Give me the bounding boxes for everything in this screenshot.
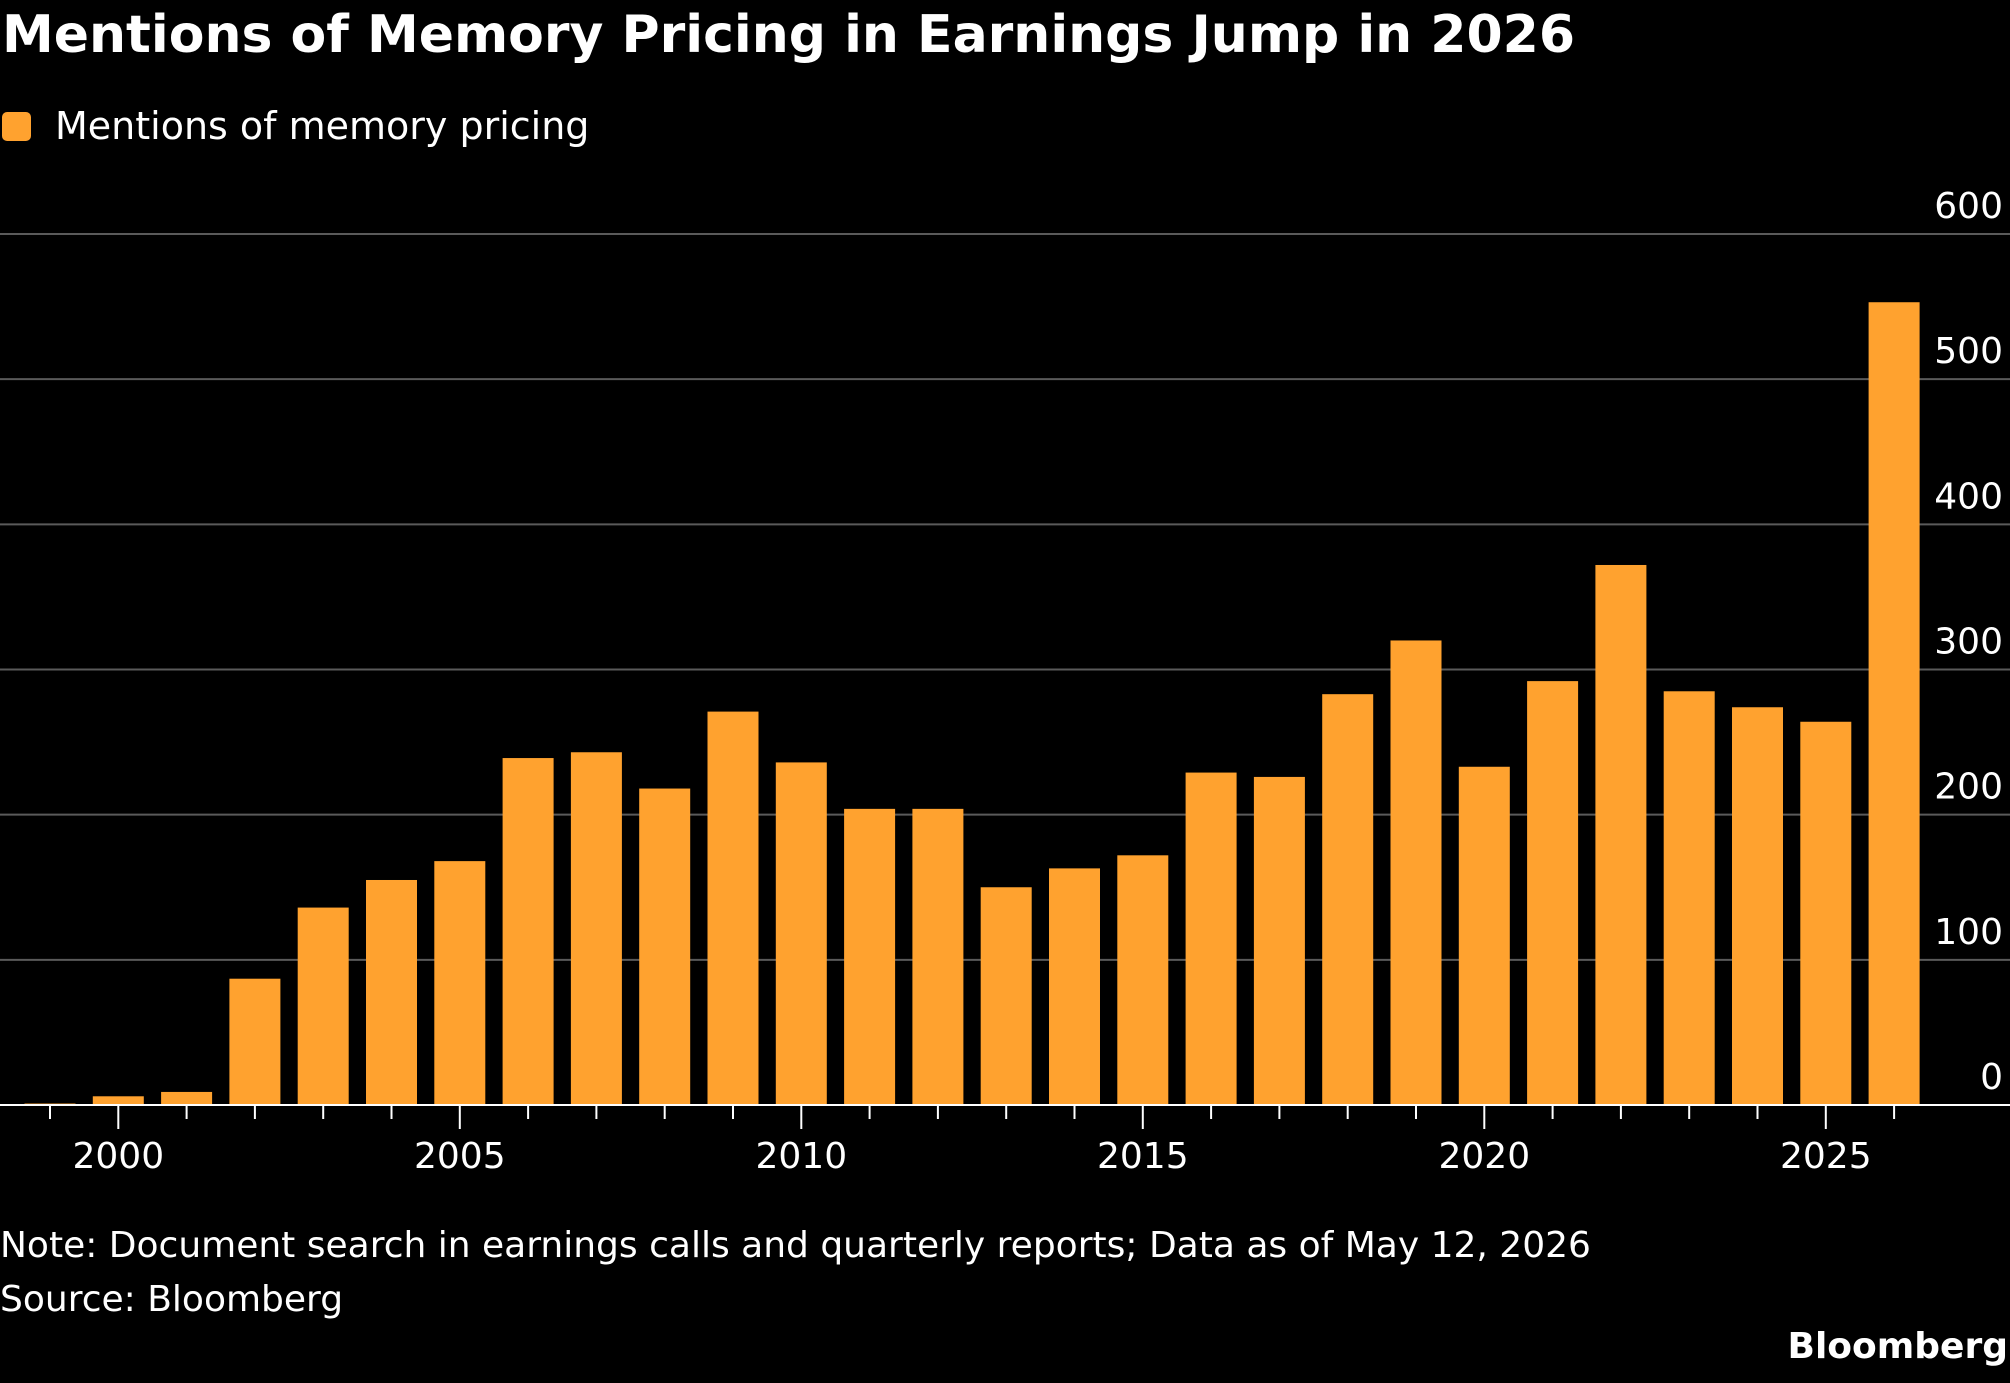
legend-swatch <box>2 111 31 141</box>
chart-title: Mentions of Memory Pricing in Earnings J… <box>2 5 1575 65</box>
bar-2009 <box>707 711 759 1105</box>
bar-2026 <box>1868 302 1920 1105</box>
x-tick-label: 2005 <box>414 1136 506 1177</box>
y-tick-label: 500 <box>1934 331 2003 372</box>
bar-2025 <box>1800 721 1852 1105</box>
x-tick-label: 2010 <box>755 1136 847 1177</box>
bar-2011 <box>844 808 896 1105</box>
chart-note: Note: Document search in earnings calls … <box>0 1225 1591 1266</box>
y-tick-label: 0 <box>1980 1057 2003 1098</box>
x-tick-label: 2025 <box>1780 1136 1872 1177</box>
y-axis-labels: 0 100 200 300 400 500 600 <box>1934 186 2003 1098</box>
bar-2002 <box>229 978 281 1105</box>
bar-2018 <box>1322 694 1374 1105</box>
x-axis <box>0 1104 2010 1129</box>
x-tick-label: 2015 <box>1097 1136 1189 1177</box>
bar-2008 <box>639 788 691 1105</box>
chart-source: Source: Bloomberg <box>0 1279 344 1320</box>
bar-2010 <box>775 762 827 1105</box>
x-tick-label: 2020 <box>1438 1136 1530 1177</box>
bloomberg-logo: Bloomberg <box>1787 1326 2008 1367</box>
bar-2001 <box>161 1091 213 1105</box>
y-tick-label: 400 <box>1934 476 2003 517</box>
bar-2024 <box>1732 707 1783 1105</box>
y-tick-label: 100 <box>1934 912 2003 953</box>
bar-2005 <box>434 861 486 1105</box>
bar-2013 <box>980 887 1032 1105</box>
bars <box>24 302 1920 1105</box>
y-tick-label: 200 <box>1934 767 2003 808</box>
bar-2015 <box>1117 855 1169 1105</box>
y-tick-label: 300 <box>1934 622 2003 663</box>
bar-2021 <box>1527 681 1579 1105</box>
bar-2003 <box>297 907 349 1105</box>
bar-2023 <box>1663 691 1715 1105</box>
bar-2016 <box>1185 772 1237 1105</box>
bar-2000 <box>92 1096 144 1105</box>
bar-2014 <box>1049 868 1100 1105</box>
x-tick-label: 2000 <box>72 1136 164 1177</box>
legend: Mentions of memory pricing <box>2 102 589 150</box>
bar-2012 <box>912 808 964 1105</box>
bar-2022 <box>1595 564 1647 1105</box>
y-tick-label: 600 <box>1934 186 2003 227</box>
legend-label: Mentions of memory pricing <box>55 104 590 148</box>
bar-2020 <box>1458 766 1510 1105</box>
bar-2006 <box>502 758 554 1105</box>
bar-2019 <box>1390 640 1442 1105</box>
x-axis-labels: 2000 2005 2010 2015 2020 2025 <box>72 1136 1871 1177</box>
bar-chart: 0 100 200 300 400 500 600 2000 2005 2010 2015 2020… <box>0 186 2010 1177</box>
bar-2017 <box>1253 776 1305 1105</box>
bar-2004 <box>366 879 417 1105</box>
bar-2007 <box>570 752 622 1105</box>
